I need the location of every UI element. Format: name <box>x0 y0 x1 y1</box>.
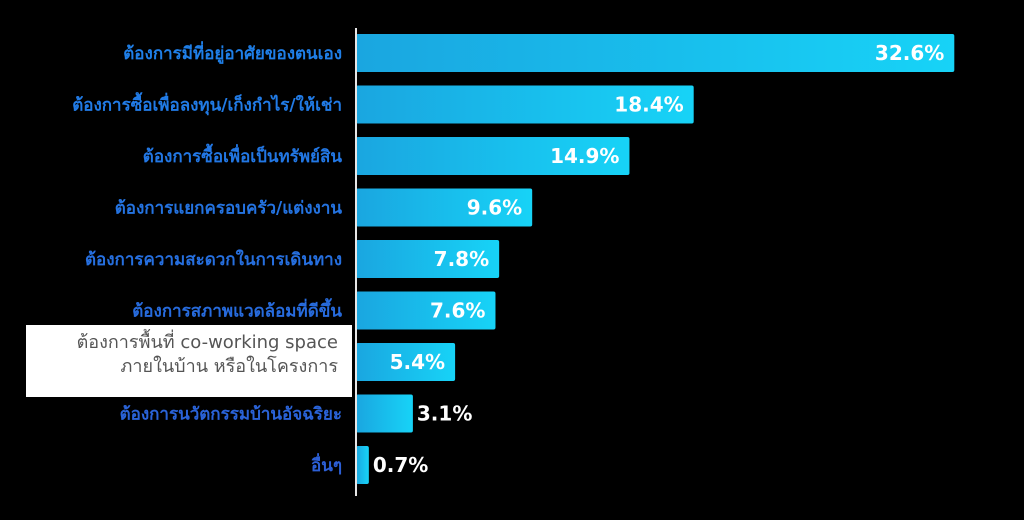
bar-7 <box>356 343 456 381</box>
category-label-6: ต้องการสภาพแวดล้อมที่ดีขึ้น <box>132 298 342 322</box>
bar-8 <box>356 394 413 433</box>
bar-5 <box>356 240 500 278</box>
overlay-label-line-1: ต้องการพื้นที่ co-working space <box>76 332 338 353</box>
category-label-4: ต้องการแยกครอบครัว/แต่งงาน <box>115 199 343 219</box>
value-label-1: 32.6% <box>875 41 944 65</box>
category-label-1: ต้องการมีที่อยู่อาศัยของตนเอง <box>123 41 342 65</box>
bar-3 <box>356 137 630 175</box>
category-labels-group: ต้องการมีที่อยู่อาศัยของตนเองต้องการซื้อ… <box>72 41 342 476</box>
value-labels-group: 32.6% 18.4% 14.9% 9.6% 7.8% 7.6% 5.4% 3.1% 0.7% <box>373 41 944 477</box>
category-label-9: อื่นๆ <box>311 453 342 476</box>
category-label-3: ต้องการซื้อเพื่อเป็นทรัพย์สิน <box>143 143 343 167</box>
bars-group <box>356 34 955 484</box>
value-label-7: 5.4% <box>390 350 445 374</box>
value-label-6: 7.6% <box>430 299 485 323</box>
category-label-2: ต้องการซื้อเพื่อลงทุน/เก็งกำไร/ให้เช่า <box>72 92 342 116</box>
value-label-4: 9.6% <box>467 196 522 220</box>
overlay-label-line-2: ภายในบ้าน หรือในโครงการ <box>120 356 338 377</box>
category-label-8: ต้องการนวัตกรรมบ้านอัจฉริยะ <box>120 405 342 425</box>
overlay-label-box: ต้องการพื้นที่ co-working space ภายในบ้า… <box>26 325 352 397</box>
value-label-9: 0.7% <box>373 453 428 477</box>
value-label-8: 3.1% <box>417 402 472 426</box>
value-label-5: 7.8% <box>434 247 489 271</box>
bar-9 <box>356 446 369 484</box>
value-label-3: 14.9% <box>550 144 619 168</box>
bar-1 <box>356 34 955 72</box>
bar-2 <box>356 85 694 124</box>
value-label-2: 18.4% <box>614 93 683 117</box>
bar-6 <box>356 291 496 330</box>
bar-4 <box>356 188 533 227</box>
category-label-5: ต้องการความสะดวกในการเดินทาง <box>85 249 342 270</box>
